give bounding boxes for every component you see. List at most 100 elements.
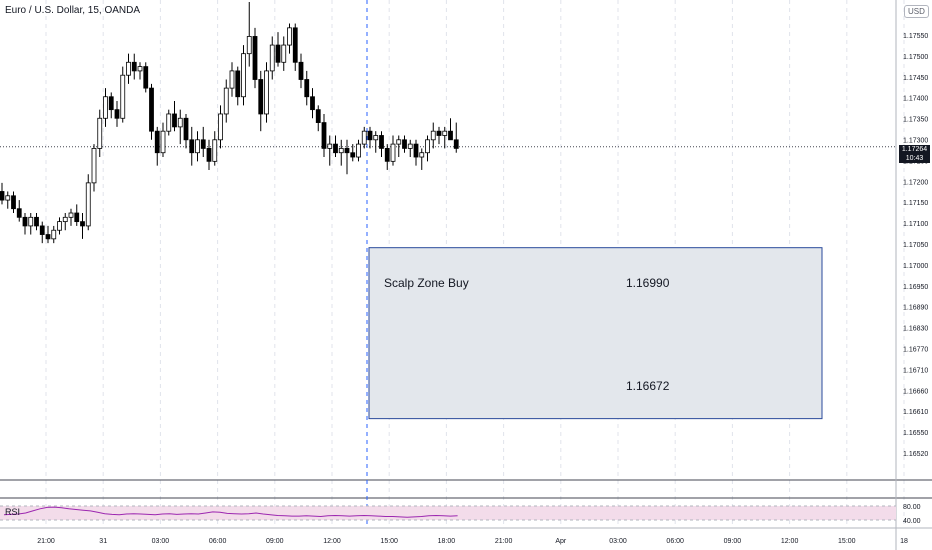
candle-body [430,130,436,141]
time-tick-label: 15:00 [838,538,856,545]
candle-body [137,66,143,72]
candle-body [62,216,68,223]
candle-body [379,135,384,149]
time-tick-label: 12:00 [781,538,799,545]
time-tick-label: 06:00 [666,538,684,545]
candle-body [442,130,448,136]
currency-button[interactable]: USD [904,5,929,18]
candle-body [223,87,229,115]
candle-body [356,143,361,158]
price-tick-label: 1.16830 [903,326,928,333]
candle-body [287,27,292,46]
candle-body [229,70,235,89]
candle-body [34,216,39,227]
candle-body [384,148,390,162]
time-tick-label: 18 [900,538,908,545]
candle-body [275,44,281,63]
time-tick-label: 21:00 [37,538,55,545]
candle-body [310,96,315,111]
price-tick-label: 1.17450 [903,75,928,82]
price-tick-label: 1.16550 [903,430,928,437]
candle-body [80,221,85,227]
price-tick-label: 1.17550 [903,33,928,40]
price-tick-label: 1.17300 [903,138,928,145]
bar-countdown: 10:43 [905,155,924,162]
candle-body [373,135,379,141]
zone-lower-price: 1.16672 [626,379,670,393]
candle-body [350,152,356,158]
candle-body [189,139,195,154]
price-tick-label: 1.17100 [903,221,928,228]
candle-body [200,139,206,149]
candle-body [321,122,327,149]
candle-body [5,195,11,201]
candle-body [246,36,252,55]
price-tick-label: 1.16770 [903,347,928,354]
price-tick-label: 1.17350 [903,117,928,124]
candle-body [149,87,154,132]
candle-body [298,61,304,80]
time-tick-label: 06:00 [209,538,227,545]
time-tick-label: 31 [99,538,107,545]
candle-body [45,234,51,240]
candle-body [269,44,275,72]
time-tick-label: 03:00 [609,538,627,545]
candle-body [0,191,5,201]
candle-body [154,130,160,154]
price-tick-label: 1.17500 [903,54,928,61]
price-tick-label: 1.17050 [903,242,928,249]
candle-body [97,117,103,149]
price-tick-label: 1.16660 [903,388,928,395]
candle-body [28,216,34,227]
current-price-tag: 1.17264 10:43 [899,145,930,163]
candle-body [68,212,74,218]
candle-body [407,143,413,149]
candle-body [402,139,407,149]
zone-upper-price: 1.16990 [626,276,670,290]
time-tick-label: 12:00 [323,538,341,545]
candle-body [16,208,22,218]
candle-body [413,143,419,158]
scalp-zone-rect [368,247,823,420]
current-price-value: 1.17264 [901,146,928,153]
candle-body [344,148,350,154]
price-tick-label: 1.16710 [903,367,928,374]
candle-body [453,139,459,149]
candle-body [131,61,137,72]
candle-body [281,44,287,63]
candle-body [206,148,212,162]
candle-body [166,113,172,132]
rsi-label[interactable]: RSI [5,507,21,517]
zone-title: Scalp Zone Buy [384,276,469,290]
time-tick-label: 15:00 [380,538,398,545]
candle-body [91,148,97,184]
candle-body [51,229,57,240]
time-tick-label: 09:00 [266,538,284,545]
candle-body [126,61,131,76]
candle-body [143,66,149,89]
candle-body [241,53,246,98]
candle-body [57,221,62,231]
candle-body [120,74,126,119]
candle-body [85,182,91,227]
time-tick-label: 18:00 [438,538,456,545]
candle-body [108,96,114,111]
price-tick-label: 1.17150 [903,200,928,207]
rsi-level-label: 40.00 [903,518,921,525]
candle-body [177,117,183,128]
time-tick-label: 03:00 [152,538,170,545]
candle-body [11,195,16,210]
candle-body [327,143,333,149]
symbol-title[interactable]: Euro / U.S. Dollar, 15, OANDA [5,5,141,16]
candle-body [264,70,269,115]
time-tick-label: Apr [555,538,567,545]
candle-body [252,36,258,80]
candle-body [448,130,453,141]
price-tick-label: 1.16520 [903,451,928,458]
candle-body [390,143,396,162]
time-tick-label: 21:00 [495,538,513,545]
candle-body [361,130,367,145]
rsi-line [3,506,458,518]
candle-body [39,225,45,235]
